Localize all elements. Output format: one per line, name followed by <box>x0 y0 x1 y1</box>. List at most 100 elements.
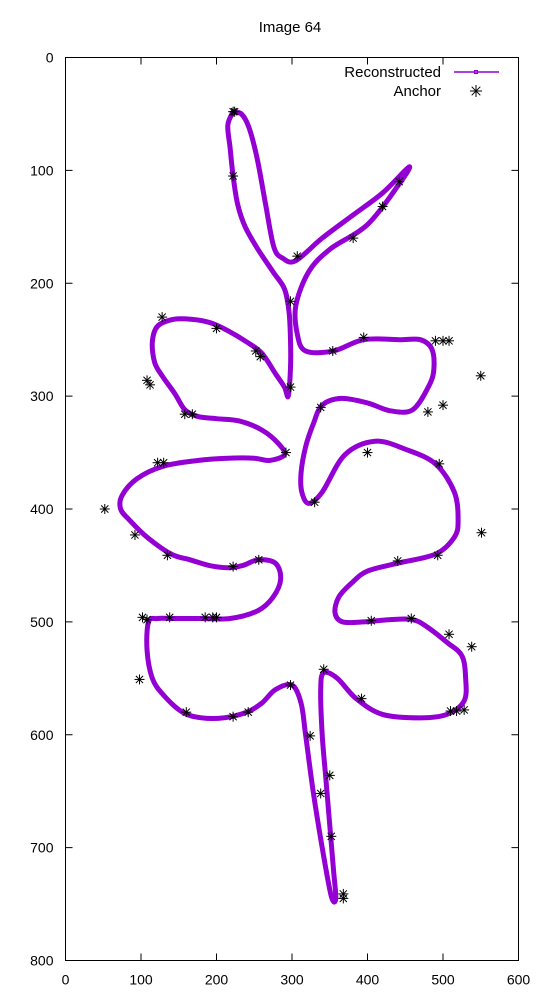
anchor-point <box>158 457 169 468</box>
anchor-point <box>164 612 175 623</box>
anchor-stroke <box>378 202 387 211</box>
anchor-point <box>229 106 240 117</box>
anchor-stroke <box>316 789 325 798</box>
anchor-point <box>253 554 264 565</box>
anchor-stroke <box>471 86 481 96</box>
anchor-stroke <box>135 675 144 684</box>
anchor-stroke <box>159 458 168 467</box>
anchor-stroke <box>439 401 447 410</box>
plot-frame <box>65 57 519 961</box>
anchor-stroke <box>445 630 453 639</box>
anchor-stroke <box>229 172 238 180</box>
anchor-stroke <box>325 771 334 780</box>
anchor-point <box>475 370 486 381</box>
anchor-stroke <box>286 383 295 392</box>
y-tick-label: 200 <box>30 275 54 291</box>
anchor-point <box>157 312 168 323</box>
anchor-stroke <box>180 410 189 419</box>
anchor-stroke <box>293 252 302 261</box>
anchor-point <box>285 296 296 307</box>
x-tick-label: 0 <box>62 972 70 988</box>
anchor-stroke <box>251 347 260 355</box>
anchor-point <box>324 770 335 781</box>
anchor-point <box>187 409 198 420</box>
anchor-stroke <box>143 615 151 624</box>
anchor-point <box>444 629 455 640</box>
anchor-point <box>228 171 239 182</box>
anchor-point <box>318 664 329 675</box>
legend-anchor-star <box>470 85 482 97</box>
anchor-point <box>243 707 254 718</box>
anchor-point <box>406 613 417 624</box>
anchor-point <box>394 176 405 187</box>
y-tick-label: 300 <box>30 388 54 404</box>
anchor-stroke <box>254 555 263 564</box>
anchor-point <box>438 400 448 411</box>
axis-ticks <box>65 57 519 961</box>
anchor-stroke <box>201 613 210 622</box>
anchor-point <box>392 555 403 566</box>
y-tick-label: 700 <box>30 840 54 856</box>
anchor-point <box>162 550 173 561</box>
x-tick-label: 400 <box>356 972 380 988</box>
anchor-stroke <box>212 324 221 333</box>
anchor-stroke <box>359 333 368 342</box>
anchor-point <box>315 402 326 413</box>
anchor-stroke <box>306 731 315 740</box>
anchor-point <box>181 707 192 718</box>
anchor-point <box>326 831 337 842</box>
anchor-stroke <box>153 458 162 467</box>
x-tick-label: 300 <box>280 972 304 988</box>
anchor-stroke <box>165 613 174 622</box>
anchor-stroke <box>158 313 167 322</box>
anchor-point <box>366 615 377 626</box>
y-tick-label: 800 <box>30 953 54 969</box>
anchor-stroke <box>286 681 295 690</box>
anchor-stroke <box>286 297 295 306</box>
anchor-stroke <box>282 448 290 457</box>
series-layer <box>99 106 487 905</box>
anchor-stroke <box>339 894 348 903</box>
anchor-point <box>250 345 261 356</box>
anchor-stroke <box>407 614 416 623</box>
anchor-stroke <box>395 177 404 186</box>
anchor-stroke <box>423 407 432 416</box>
anchor-point <box>179 409 190 420</box>
anchor-point <box>309 497 320 508</box>
x-tick-label: 100 <box>129 972 153 988</box>
anchor-point <box>432 550 443 561</box>
anchor-stroke <box>435 459 444 468</box>
anchor-point <box>211 323 222 334</box>
anchor-point <box>315 788 326 799</box>
anchor-stroke <box>467 642 476 651</box>
axis-tick-labels: 0 100 200 300 400 500 600 0 100 200 300 400 500 600 70… <box>30 50 530 988</box>
anchor-stroke <box>477 528 486 537</box>
anchor-point <box>338 893 349 904</box>
anchor-point <box>145 379 156 390</box>
y-tick-label: 100 <box>30 162 54 178</box>
anchor-stroke <box>460 705 469 714</box>
anchor-stroke <box>146 380 155 389</box>
anchor-stroke <box>131 531 139 539</box>
y-tick-label: 0 <box>46 50 54 66</box>
anchor-point <box>377 201 388 212</box>
anchor-point <box>99 504 110 514</box>
anchor-point <box>129 529 140 540</box>
anchor-stroke <box>212 613 221 622</box>
anchor-point <box>451 706 462 717</box>
anchor-point <box>142 614 153 625</box>
anchor-point <box>466 641 477 652</box>
anchor-point <box>280 447 291 458</box>
anchor-stroke <box>319 665 328 674</box>
anchor-stroke <box>163 551 172 560</box>
anchor-stroke <box>367 616 376 625</box>
anchor-stroke <box>433 551 442 560</box>
anchor-stroke <box>363 448 372 457</box>
anchor-point <box>255 351 266 362</box>
legend-label-anchor: Anchor <box>393 83 441 100</box>
anchor-point <box>327 345 338 356</box>
series-line-reconstructed <box>117 109 469 905</box>
anchor-stroke <box>476 371 485 380</box>
anchor-point <box>211 612 222 623</box>
anchor-point <box>444 335 455 346</box>
